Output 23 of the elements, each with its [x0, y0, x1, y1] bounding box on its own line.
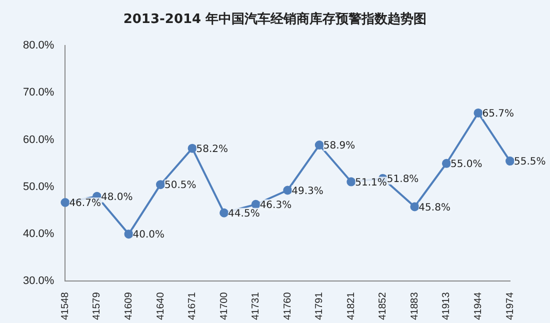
- x-tick-label: 41974: [504, 292, 516, 320]
- data-label: 55.5%: [514, 156, 546, 168]
- x-tick-label: 41913: [441, 292, 452, 320]
- x-tick-label: 41548: [60, 292, 71, 320]
- x-tick-label: 41944: [472, 292, 484, 320]
- y-tick-label: 70.0%: [22, 86, 54, 99]
- x-tick-label: 41579: [92, 292, 103, 320]
- y-tick-label: 40.0%: [22, 228, 54, 240]
- x-tick-label: 41821: [346, 292, 357, 320]
- y-tick-label: 50.0%: [22, 180, 54, 193]
- x-tick-label: 41700: [218, 292, 230, 320]
- y-tick-label: 60.0%: [22, 134, 54, 146]
- chart-title: 2013-2014 年中国汽车经销商库存预警指数趋势图: [122, 10, 428, 28]
- y-tick-label: 30.0%: [22, 275, 54, 288]
- x-tick-label: 41883: [409, 292, 420, 320]
- x-tick-label: 41640: [155, 292, 166, 320]
- x-tick-label: 41852: [378, 292, 389, 320]
- x-tick-label: 41671: [187, 292, 198, 320]
- x-tick-label: 41791: [314, 292, 326, 320]
- x-tick-label: 41760: [282, 292, 294, 320]
- x-tick-label: 41609: [123, 292, 134, 320]
- y-tick-label: 80.0%: [22, 40, 54, 52]
- x-tick-label: 41731: [250, 292, 262, 320]
